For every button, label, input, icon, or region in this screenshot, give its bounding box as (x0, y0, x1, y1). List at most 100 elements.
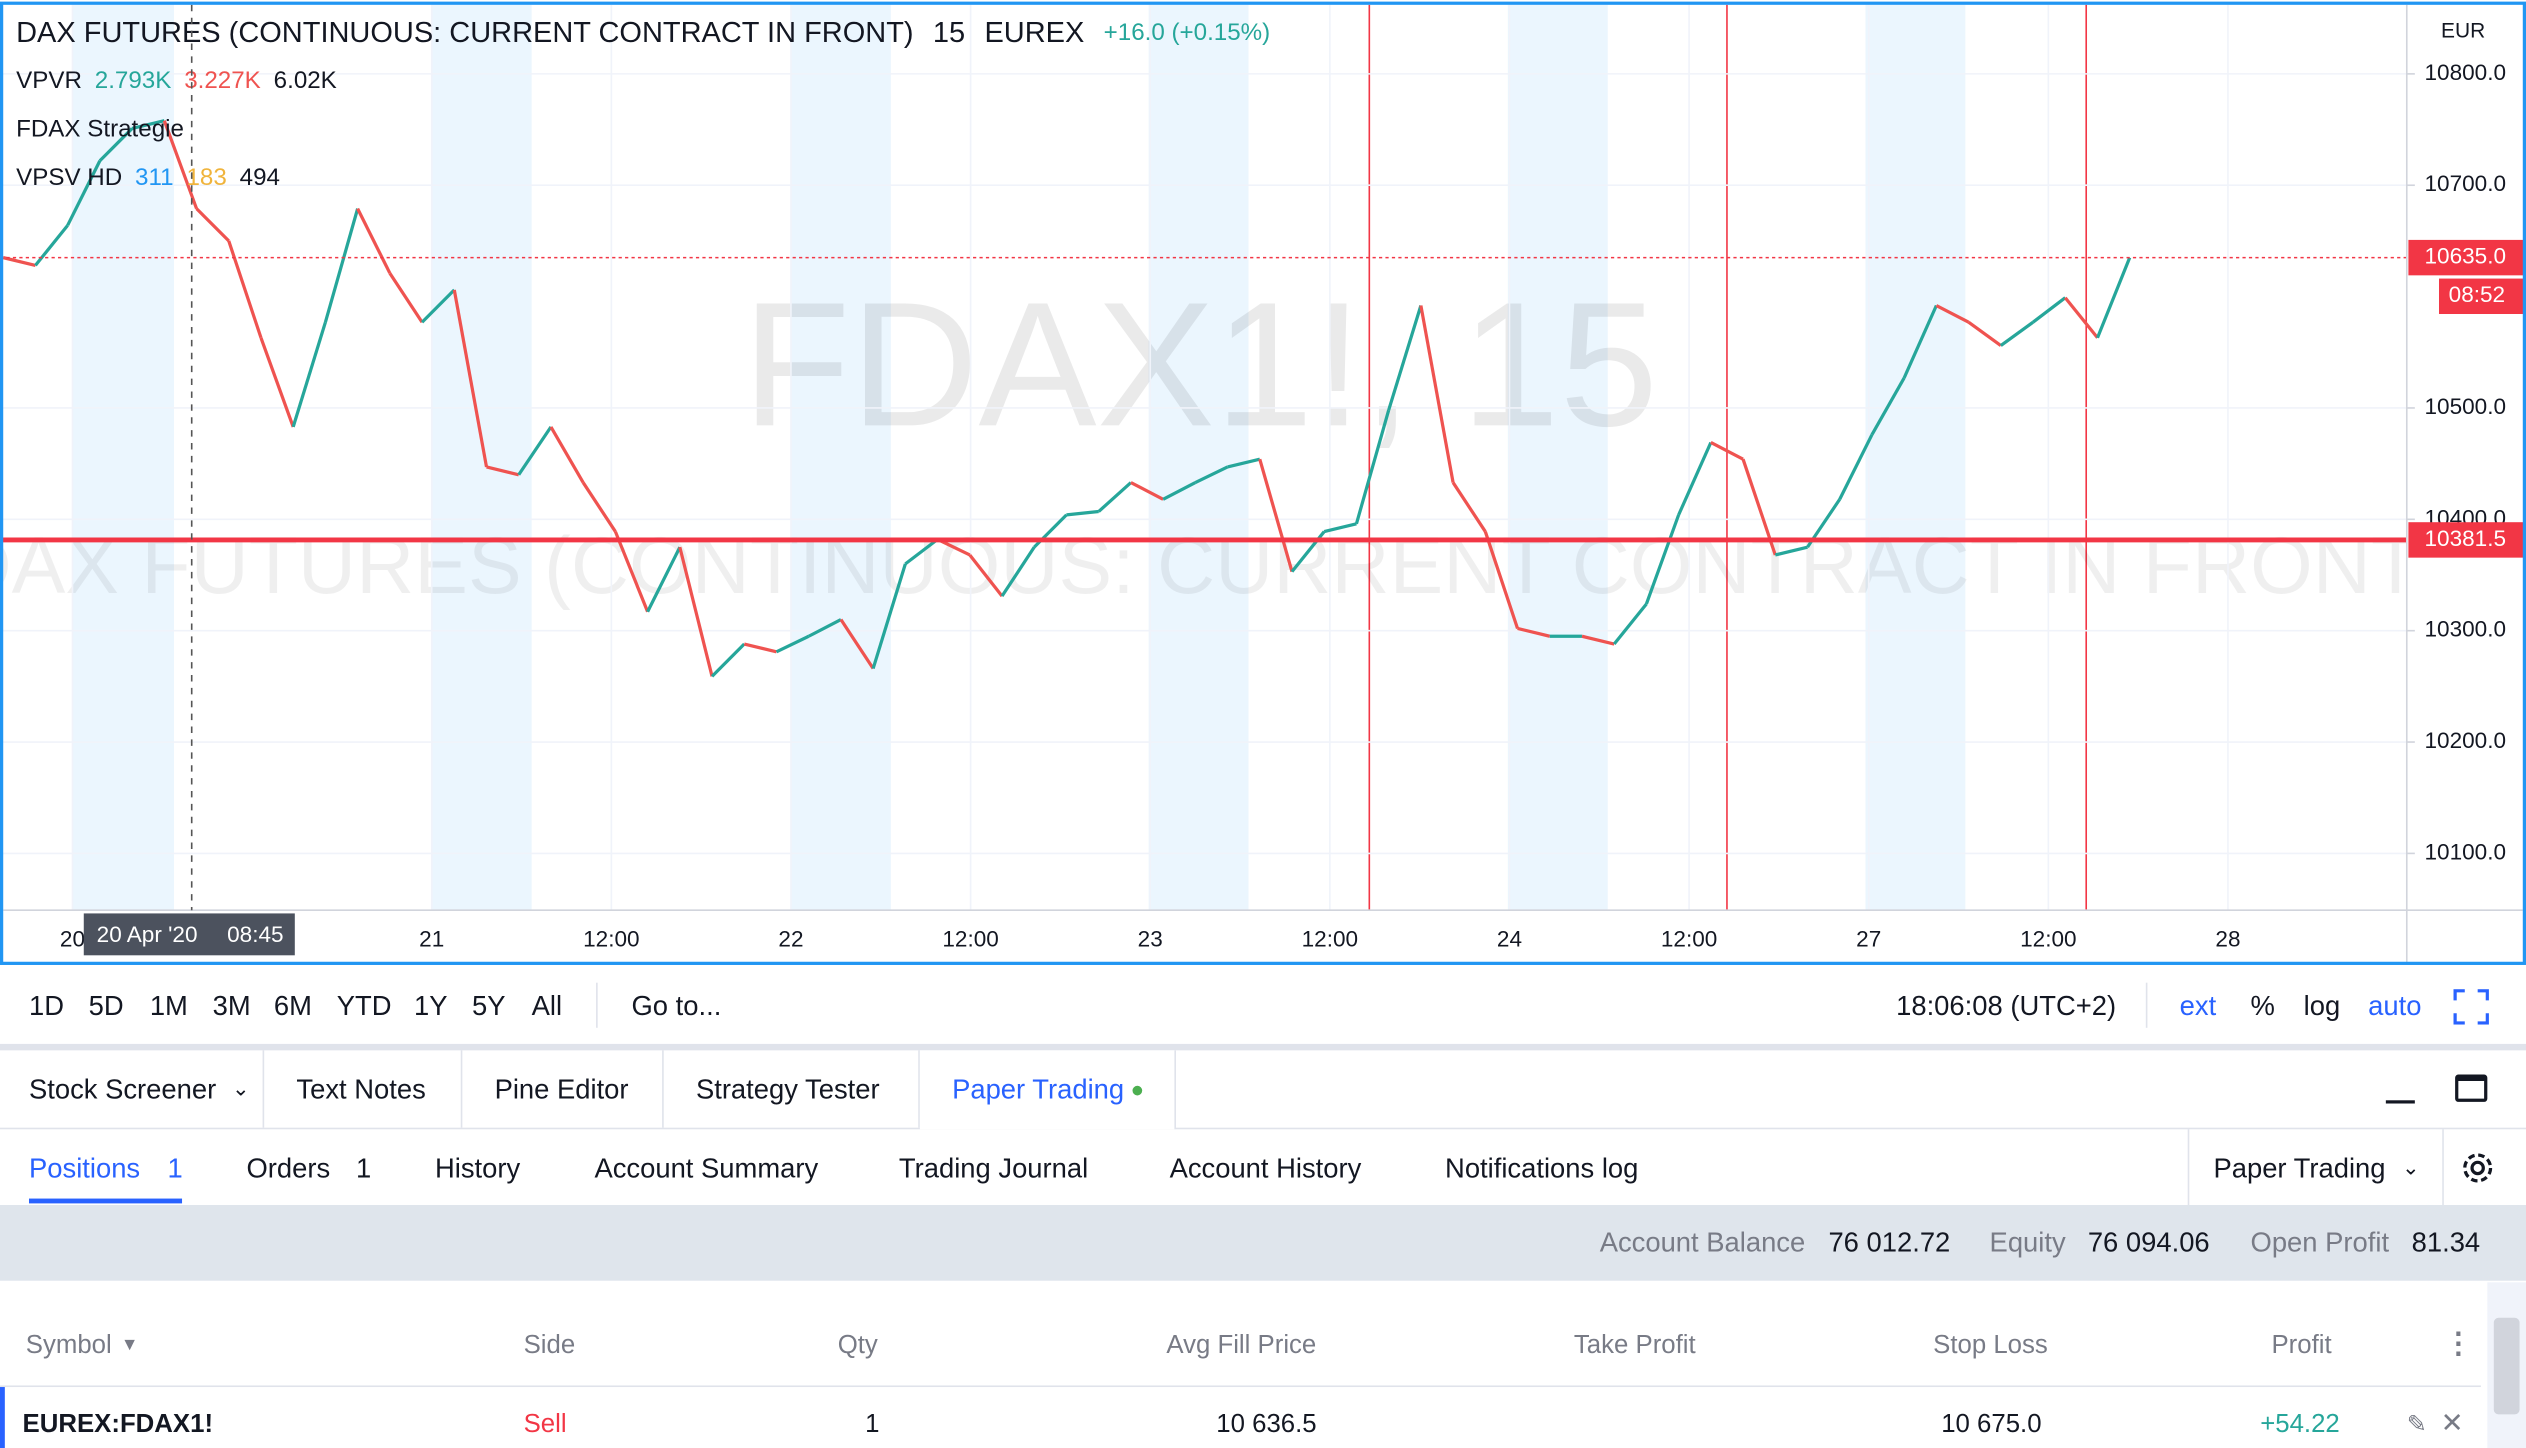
subtab[interactable]: Notifications log (1445, 1153, 1639, 1185)
cell-profit: +54.22 (2260, 1411, 2340, 1439)
price-segment (1612, 602, 1648, 646)
scroll-thumb[interactable] (2493, 1317, 2520, 1415)
summary-value: 81.34 (2411, 1227, 2481, 1259)
indicator-legend: VPSV HD 311 183 494 (16, 164, 280, 191)
tab[interactable]: Pine Editor (462, 1050, 664, 1128)
x-tick-label: 28 (2215, 927, 2240, 952)
price-segment (1258, 458, 1294, 573)
price-segment (968, 553, 1004, 598)
axes: 10100.010200.010300.010400.010500.010700… (60, 60, 2525, 952)
range-button[interactable]: 5Y (472, 990, 506, 1022)
tab-label: Pine Editor (494, 1074, 629, 1106)
range-button[interactable]: 6M (273, 990, 312, 1022)
summary-value: 76 094.06 (2087, 1227, 2210, 1259)
tab[interactable]: Stock Screener ⌄ (0, 1050, 265, 1128)
count: 1 (167, 1153, 183, 1185)
subtab[interactable]: Orders (246, 1153, 331, 1185)
y-tick-label: 10200.0 (2425, 728, 2507, 753)
symbol-title: DAX FUTURES (CONTINUOUS: CURRENT CONTRAC… (16, 16, 913, 48)
y-tick-label: 10100.0 (2425, 839, 2507, 864)
price-segment (549, 426, 585, 484)
price-segment (1162, 481, 1197, 501)
range-button[interactable]: 1D (28, 990, 65, 1022)
column-header: Qty (837, 1332, 878, 1360)
clock[interactable]: 18:06:08 (UTC+2) (1896, 990, 2117, 1022)
price-segment (1935, 304, 1970, 324)
tab[interactable]: Strategy Tester (664, 1050, 920, 1128)
subtabs: Positions 1 Orders 1 History Account Sum… (0, 1129, 2526, 1206)
subtab-active[interactable]: Positions (28, 1153, 141, 1185)
fullscreen-icon[interactable] (2453, 989, 2489, 1025)
tab[interactable]: Text Notes (264, 1050, 463, 1128)
price-segment (486, 465, 520, 477)
indicator-legend: VPVR 2.793K 3.227K 6.02K (16, 68, 337, 95)
range-button[interactable]: 5D (88, 990, 124, 1022)
broker-select[interactable]: Paper Trading ⌄ (2187, 1129, 2444, 1206)
summary-label: Equity (1989, 1227, 2066, 1259)
range-button[interactable]: All (531, 990, 563, 1022)
x-tick-label: 22 (778, 927, 803, 952)
subtab[interactable]: Trading Journal (898, 1153, 1089, 1185)
sort-arrow: ▼ (120, 1335, 139, 1355)
settings-icon[interactable] (2458, 1149, 2497, 1188)
log-toggle[interactable]: log (2303, 990, 2341, 1022)
column-header[interactable]: Symbol (25, 1332, 112, 1360)
table-header: Symbol ▼ Side Qty Avg Fill Price Take Pr… (0, 1313, 2481, 1388)
price-segment (517, 425, 553, 476)
tab-active[interactable]: Paper Trading (919, 1050, 1177, 1130)
count: 1 (356, 1153, 372, 1185)
range-button[interactable]: YTD (336, 990, 392, 1022)
cell-qty: 1 (865, 1411, 880, 1439)
icon-path (2453, 989, 2489, 1025)
x-tick-label: 12:00 (942, 927, 998, 952)
subtab[interactable]: Account History (1169, 1153, 1362, 1185)
table-row[interactable]: EUREX:FDAX1! Sell 1 10 636.5 10 675.0 +5… (0, 1387, 2481, 1448)
range-button[interactable]: 3M (212, 990, 251, 1022)
ext-toggle[interactable]: ext (2179, 990, 2217, 1022)
indicator-name: VPSV HD (16, 164, 122, 191)
price-segment (1870, 377, 1906, 436)
price-segment (1354, 409, 1391, 525)
x-tick-label: 27 (1856, 927, 1881, 952)
chart-background (72, 4, 2088, 911)
column-header: Side (523, 1332, 576, 1360)
range-button[interactable]: 1Y (414, 990, 448, 1022)
goto-button[interactable]: Go to... (631, 990, 722, 1022)
cell-symbol: EUREX:FDAX1! (22, 1411, 214, 1439)
crosshair-date: 20 Apr '20 (97, 922, 198, 947)
range-button[interactable]: 1M (149, 990, 188, 1022)
y-tick-label: 10800.0 (2425, 60, 2507, 85)
percent-toggle[interactable]: % (2250, 990, 2275, 1022)
x-tick-label: 12:00 (583, 927, 639, 952)
price-segment (2095, 257, 2132, 339)
price-segment (678, 546, 714, 677)
broker-label: Paper Trading (2213, 1153, 2386, 1185)
scrollbar[interactable] (2487, 1282, 2526, 1448)
auto-toggle[interactable]: auto (2368, 990, 2422, 1022)
indicator-value: 494 (240, 164, 280, 191)
price-label: 10635.0 (2425, 244, 2507, 269)
edit-button[interactable]: ✎ (2406, 1411, 2428, 1439)
watermark-title: DAX FUTURES (CONTINUOUS: CURRENT CONTRAC… (0, 521, 2447, 611)
price-segment (227, 240, 263, 339)
price-segment (1677, 441, 1713, 516)
summary-label: Open Profit (2250, 1227, 2390, 1259)
toolbar: 1D 5D 1M 3M 6M YTD 1Y 5Y All Go to... 18… (0, 967, 2526, 1044)
cell-avg-fill: 10 636.5 (1216, 1411, 1317, 1439)
more-button[interactable]: ⋮ (2443, 1327, 2473, 1360)
price-segment (323, 208, 360, 323)
maximize-button[interactable] (2455, 1074, 2488, 1102)
price-segment (904, 538, 939, 566)
minimize-button[interactable] (2385, 1100, 2415, 1104)
subtab[interactable]: History (434, 1153, 521, 1185)
subtab[interactable]: Account Summary (594, 1153, 819, 1185)
close-button[interactable]: ✕ (2440, 1407, 2464, 1439)
price-segment (1967, 320, 2002, 347)
price-label-box (2408, 239, 2525, 276)
x-tick-label: 21 (419, 927, 444, 952)
column-header: Take Profit (1573, 1332, 1696, 1360)
price-segment (710, 642, 746, 678)
chart-frame (0, 1, 2526, 965)
price-segment (839, 618, 875, 670)
dropdown-arrow: ⌄ (2401, 1155, 2420, 1180)
